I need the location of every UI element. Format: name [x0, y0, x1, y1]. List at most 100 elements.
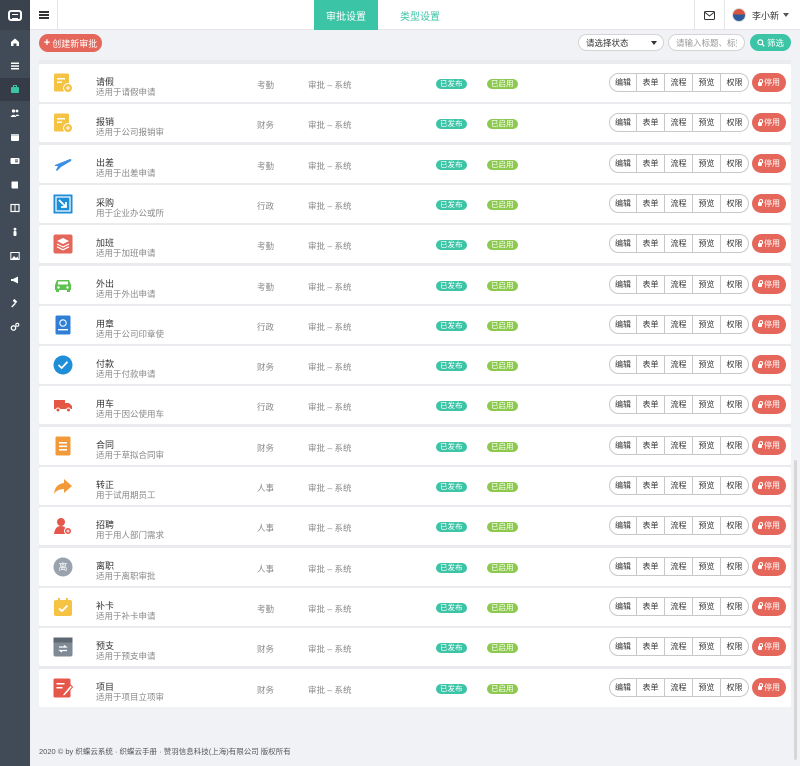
row-name[interactable]: 离职: [96, 560, 115, 571]
action-4-button[interactable]: 权限: [721, 677, 749, 697]
row-name[interactable]: 用车: [96, 399, 115, 410]
sidebar-item-image[interactable]: [0, 244, 30, 268]
stop-button[interactable]: 停用: [752, 153, 786, 173]
stop-button[interactable]: 停用: [752, 476, 786, 495]
action-0-button[interactable]: 编辑: [609, 476, 637, 495]
action-0-button[interactable]: 编辑: [609, 637, 637, 657]
scrollbar[interactable]: [794, 460, 797, 760]
stop-button[interactable]: 停用: [752, 355, 786, 375]
row-name[interactable]: 用章: [96, 318, 115, 329]
action-2-button[interactable]: 流程: [665, 193, 693, 213]
row-name[interactable]: 招聘: [96, 520, 115, 531]
action-1-button[interactable]: 表单: [637, 395, 665, 415]
action-1-button[interactable]: 表单: [637, 153, 665, 173]
stop-button[interactable]: 停用: [752, 314, 786, 334]
action-0-button[interactable]: 编辑: [609, 73, 637, 92]
action-0-button[interactable]: 编辑: [609, 193, 637, 213]
action-3-button[interactable]: 预览: [693, 395, 721, 415]
status-select[interactable]: 请选择状态: [578, 34, 664, 51]
action-2-button[interactable]: 流程: [665, 355, 693, 375]
action-4-button[interactable]: 权限: [721, 234, 749, 254]
sidebar-item-person[interactable]: [0, 220, 30, 244]
stop-button[interactable]: 停用: [752, 637, 786, 657]
stop-button[interactable]: 停用: [752, 556, 786, 576]
action-3-button[interactable]: 预览: [693, 193, 721, 213]
sidebar-item-cogs[interactable]: [0, 316, 30, 340]
sidebar-item-users[interactable]: [0, 101, 30, 125]
action-1-button[interactable]: 表单: [637, 476, 665, 495]
sidebar-item-bullhorn[interactable]: [0, 268, 30, 292]
sidebar-item-briefcase[interactable]: [0, 77, 30, 102]
action-2-button[interactable]: 流程: [665, 153, 693, 173]
action-0-button[interactable]: 编辑: [609, 355, 637, 375]
stop-button[interactable]: 停用: [752, 73, 786, 92]
action-0-button[interactable]: 编辑: [609, 153, 637, 173]
action-3-button[interactable]: 预览: [693, 234, 721, 254]
action-0-button[interactable]: 编辑: [609, 516, 637, 536]
action-2-button[interactable]: 流程: [665, 73, 693, 92]
action-0-button[interactable]: 编辑: [609, 113, 637, 133]
action-0-button[interactable]: 编辑: [609, 435, 637, 455]
action-3-button[interactable]: 预览: [693, 153, 721, 173]
sidebar-item-list[interactable]: [0, 54, 30, 78]
action-1-button[interactable]: 表单: [637, 193, 665, 213]
action-4-button[interactable]: 权限: [721, 113, 749, 133]
tab-type-settings[interactable]: 类型设置: [400, 11, 440, 23]
action-3-button[interactable]: 预览: [693, 677, 721, 697]
action-1-button[interactable]: 表单: [637, 637, 665, 657]
action-4-button[interactable]: 权限: [721, 274, 749, 294]
action-3-button[interactable]: 预览: [693, 596, 721, 616]
stop-button[interactable]: 停用: [752, 395, 786, 415]
row-name[interactable]: 出差: [96, 157, 115, 168]
stop-button[interactable]: 停用: [752, 274, 786, 294]
action-4-button[interactable]: 权限: [721, 314, 749, 334]
action-4-button[interactable]: 权限: [721, 516, 749, 536]
stop-button[interactable]: 停用: [752, 435, 786, 455]
action-1-button[interactable]: 表单: [637, 677, 665, 697]
row-name[interactable]: 请假: [96, 77, 115, 87]
stop-button[interactable]: 停用: [752, 516, 786, 536]
action-1-button[interactable]: 表单: [637, 435, 665, 455]
action-3-button[interactable]: 预览: [693, 637, 721, 657]
action-4-button[interactable]: 权限: [721, 556, 749, 576]
action-1-button[interactable]: 表单: [637, 355, 665, 375]
row-name[interactable]: 加班: [96, 238, 115, 249]
action-1-button[interactable]: 表单: [637, 274, 665, 294]
row-name[interactable]: 项目: [96, 681, 115, 692]
action-2-button[interactable]: 流程: [665, 516, 693, 536]
action-2-button[interactable]: 流程: [665, 395, 693, 415]
search-input[interactable]: [668, 34, 745, 51]
action-1-button[interactable]: 表单: [637, 556, 665, 576]
action-3-button[interactable]: 预览: [693, 314, 721, 334]
sidebar-item-columns[interactable]: [0, 197, 30, 221]
action-0-button[interactable]: 编辑: [609, 234, 637, 254]
action-1-button[interactable]: 表单: [637, 596, 665, 616]
action-3-button[interactable]: 预览: [693, 476, 721, 495]
mail-button[interactable]: [694, 0, 724, 30]
row-name[interactable]: 外出: [96, 278, 115, 289]
action-3-button[interactable]: 预览: [693, 274, 721, 294]
action-4-button[interactable]: 权限: [721, 637, 749, 657]
filter-button[interactable]: 筛选: [750, 34, 791, 51]
action-1-button[interactable]: 表单: [637, 73, 665, 92]
tab-approval-settings[interactable]: 审批设置: [314, 0, 378, 30]
app-logo[interactable]: [0, 0, 30, 30]
action-3-button[interactable]: 预览: [693, 73, 721, 92]
action-1-button[interactable]: 表单: [637, 314, 665, 334]
action-4-button[interactable]: 权限: [721, 73, 749, 92]
stop-button[interactable]: 停用: [752, 677, 786, 697]
stop-button[interactable]: 停用: [752, 193, 786, 213]
action-3-button[interactable]: 预览: [693, 355, 721, 375]
action-4-button[interactable]: 权限: [721, 355, 749, 375]
action-0-button[interactable]: 编辑: [609, 274, 637, 294]
sidebar-item-home[interactable]: [0, 30, 30, 54]
action-4-button[interactable]: 权限: [721, 395, 749, 415]
stop-button[interactable]: 停用: [752, 234, 786, 254]
action-4-button[interactable]: 权限: [721, 435, 749, 455]
action-2-button[interactable]: 流程: [665, 435, 693, 455]
action-3-button[interactable]: 预览: [693, 556, 721, 576]
action-1-button[interactable]: 表单: [637, 113, 665, 133]
sidebar-item-book[interactable]: [0, 173, 30, 197]
action-0-button[interactable]: 编辑: [609, 556, 637, 576]
action-1-button[interactable]: 表单: [637, 234, 665, 254]
